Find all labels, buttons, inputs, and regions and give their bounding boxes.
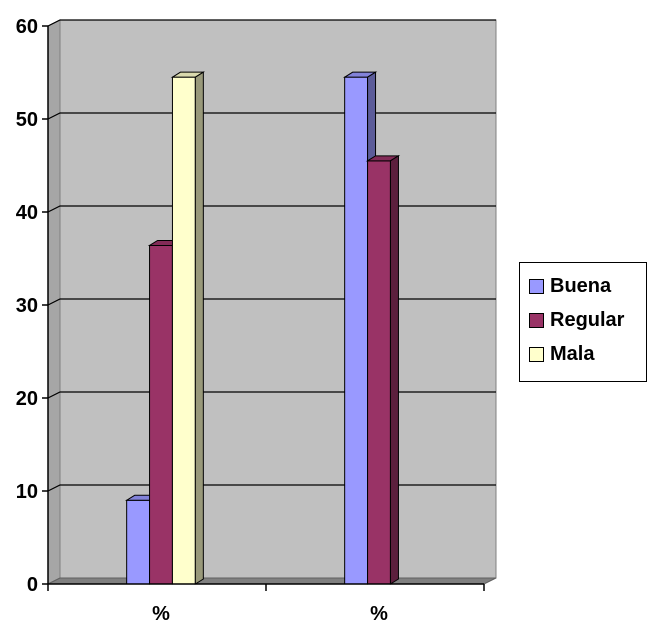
y-tick-label: 50 — [16, 109, 38, 131]
bar-side — [389, 154, 399, 585]
y-tick-label: 20 — [16, 388, 38, 410]
y-tick-label: 10 — [16, 481, 38, 503]
y-tick-label: 30 — [16, 295, 38, 317]
legend-label-regular: Regular — [550, 308, 625, 331]
bars — [124, 71, 401, 585]
plot-floor — [47, 577, 497, 585]
bar-front — [171, 76, 196, 585]
bar-front — [367, 160, 391, 585]
bar-front — [126, 499, 151, 585]
bar-side — [194, 71, 204, 585]
bar-front — [344, 76, 369, 585]
bar-front — [149, 244, 173, 585]
axes — [42, 25, 485, 591]
y-tick-label: 60 — [16, 16, 38, 38]
legend-swatch-regular — [529, 312, 544, 328]
legend-item-mala: Mala — [529, 337, 646, 371]
legend-item-buena: Buena — [529, 269, 646, 303]
y-tick-label: 40 — [16, 202, 38, 224]
axis-labels: 0 10 20 30 40 50 60%% — [16, 16, 388, 624]
x-category-label: % — [152, 603, 170, 624]
legend-item-regular: Regular — [529, 303, 646, 337]
legend-swatch-mala — [529, 346, 544, 362]
legend-swatch-buena — [529, 278, 544, 294]
bar — [365, 154, 401, 585]
plot-area — [47, 19, 497, 585]
x-category-label: % — [370, 603, 388, 624]
bar — [170, 71, 206, 585]
gridline — [47, 19, 496, 27]
y-tick-label: 0 — [27, 574, 38, 596]
legend-label-buena: Buena — [550, 274, 612, 297]
legend-label-mala: Mala — [550, 342, 595, 365]
legend: Buena Regular Mala — [519, 262, 647, 382]
